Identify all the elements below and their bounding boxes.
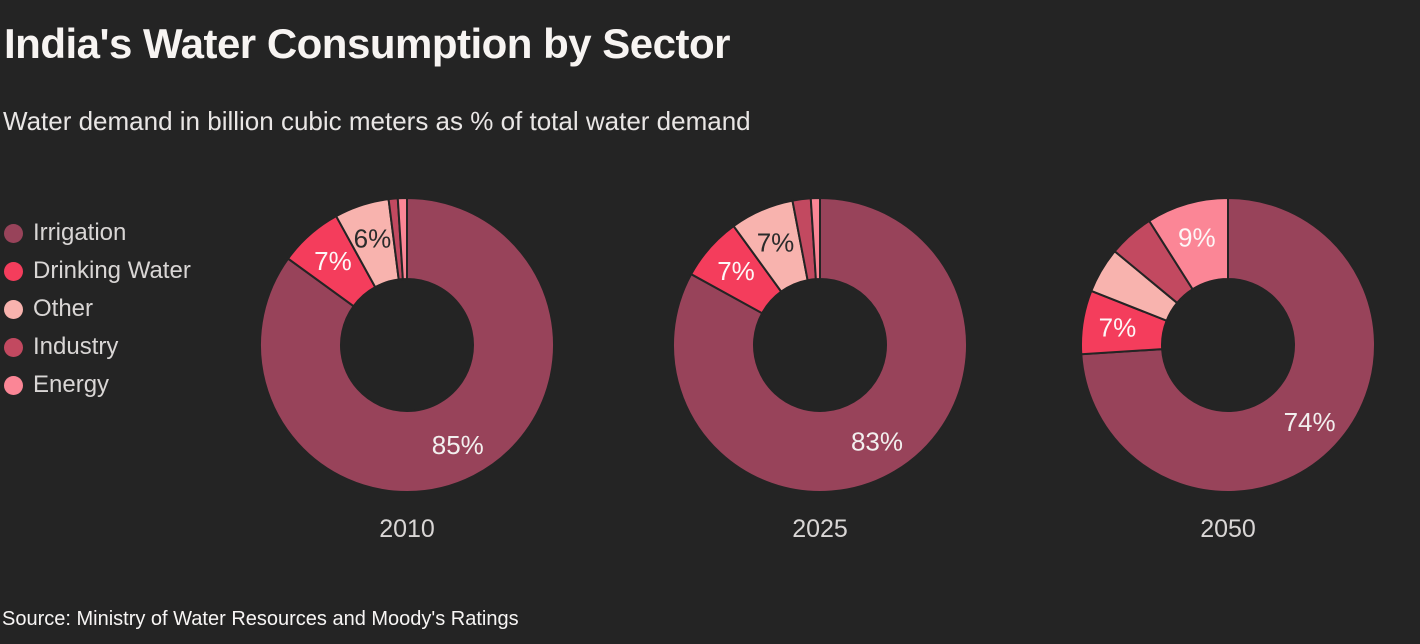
legend-dot-icon — [4, 261, 23, 281]
donut-2025-slice-irrigation — [672, 196, 968, 493]
slice-value-label: 83% — [851, 427, 903, 457]
legend-label: Drinking Water — [33, 257, 191, 284]
donut-2010-slice-irrigation — [259, 196, 555, 493]
donut-chart-2025: 83% 7% 7% 2025 — [670, 195, 970, 544]
legend-label: Other — [33, 295, 94, 322]
legend-label: Irrigation — [33, 219, 127, 246]
year-label-2010: 2010 — [379, 515, 435, 543]
slice-value-label: 9% — [1178, 223, 1216, 253]
slice-value-label: 7% — [1099, 313, 1137, 343]
legend-item-irrigation: Irrigation — [4, 214, 191, 252]
legend-dot-icon — [4, 375, 23, 395]
legend-item-energy: Energy — [4, 366, 191, 404]
legend-item-drinking-water: Drinking Water — [4, 252, 191, 290]
legend-item-industry: Industry — [4, 328, 191, 366]
donut-2050-slice-irrigation — [1080, 196, 1376, 493]
year-label-2050: 2050 — [1200, 515, 1256, 543]
donut-2025-svg: 83% 7%7% — [672, 196, 968, 493]
slice-value-label: 7% — [314, 246, 352, 276]
slice-value-label: 6% — [354, 224, 392, 254]
donut-chart-2010: 85% 7% 6% 2010 — [257, 195, 557, 544]
slice-value-label: 74% — [1284, 407, 1336, 437]
source-note: Source: Ministry of Water Resources and … — [2, 608, 519, 630]
donut-2010-slice-energy — [396, 196, 408, 281]
slice-value-label: 7% — [717, 256, 755, 286]
legend-label: Industry — [33, 333, 119, 360]
slice-value-label: 85% — [432, 430, 484, 460]
legend-item-other: Other — [4, 290, 191, 328]
legend-dot-icon — [4, 223, 23, 243]
legend-dot-icon — [4, 337, 23, 357]
slice-value-label: 7% — [757, 227, 795, 257]
year-label-2025: 2025 — [792, 515, 848, 543]
donut-2050-slice-energy — [1147, 196, 1229, 291]
legend-dot-icon — [4, 299, 23, 319]
legend: Irrigation Drinking Water Other Industry Ene… — [4, 214, 191, 404]
donut-2025-slice-energy — [809, 196, 821, 281]
chart-title: India's Water Consumption by Sector — [4, 20, 731, 67]
donut-chart-2050: 74% 7% 9% 2050 — [1078, 195, 1378, 544]
donut-2050-svg: 74% 7% 9% — [1080, 196, 1376, 493]
legend-label: Energy — [33, 371, 110, 398]
donut-2010-svg: 85% 7%6% — [259, 196, 555, 493]
chart-subtitle: Water demand in billion cubic meters as … — [3, 106, 751, 136]
